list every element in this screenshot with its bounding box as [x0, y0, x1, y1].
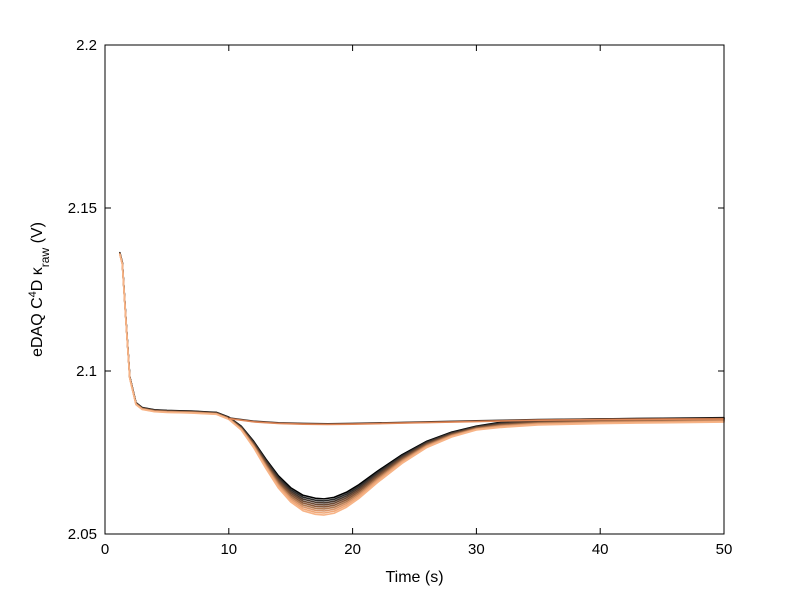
- x-tick-label: 50: [716, 541, 733, 558]
- y-tick-label: 2.2: [76, 37, 97, 54]
- y-axis: 2.05 2.1 2.15 2.2: [68, 37, 724, 543]
- y-axis-label-kappa: κ: [29, 266, 46, 275]
- x-axis-label: Time (s): [385, 569, 443, 586]
- y-tick-label: 2.1: [76, 363, 97, 380]
- y-tick-label: 2.15: [68, 200, 97, 217]
- series-dip-trace: [119, 253, 725, 516]
- plot-area-background: [105, 45, 724, 534]
- x-tick-label: 10: [220, 541, 237, 558]
- x-tick-label: 40: [592, 541, 609, 558]
- x-axis: 0 10 20 30 40 50: [101, 45, 733, 558]
- y-tick-label: 2.05: [68, 526, 97, 543]
- y-axis-label-sub: raw: [38, 248, 52, 268]
- x-tick-label: 30: [468, 541, 485, 558]
- y-axis-label-prefix: eDAQ C: [29, 297, 46, 357]
- x-tick-label: 20: [344, 541, 361, 558]
- series-layer: [119, 251, 725, 516]
- y-axis-label-mid: D: [29, 275, 46, 291]
- y-axis-label-suffix: (V): [29, 222, 46, 248]
- y-axis-label-sup: 4: [27, 291, 39, 297]
- plot-frame: [104, 44, 725, 535]
- x-tick-label: 0: [101, 541, 109, 558]
- y-axis-label: eDAQ C4D κraw (V): [27, 222, 52, 357]
- series-flat-trace: [228, 418, 725, 426]
